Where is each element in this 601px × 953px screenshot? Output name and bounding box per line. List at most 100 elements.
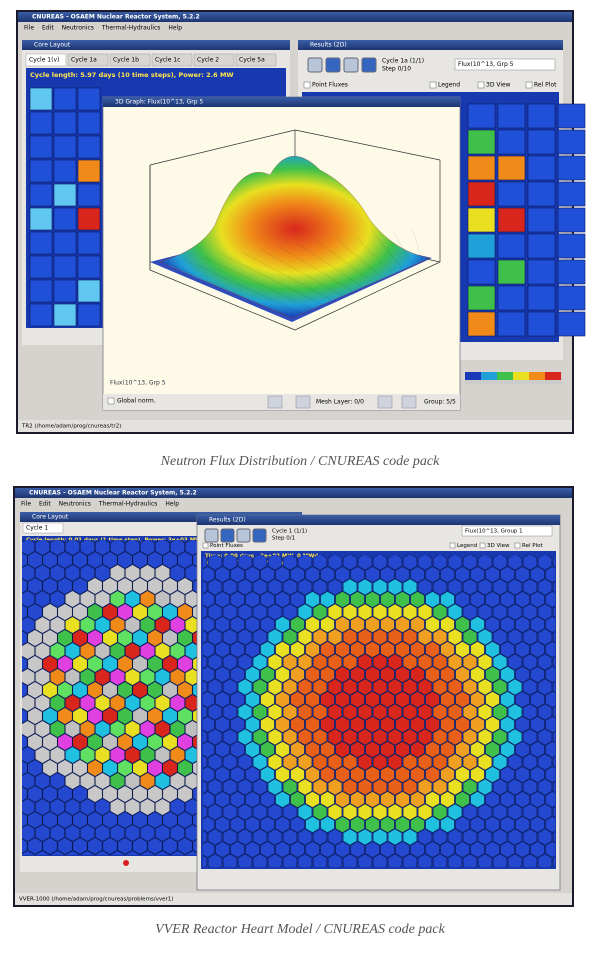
flux-cell (462, 778, 478, 796)
nav-button[interactable] (401, 395, 417, 409)
flux-cell (252, 603, 268, 621)
flux-cell (447, 603, 463, 621)
checkbox[interactable] (429, 81, 437, 89)
fuel-assembly (57, 577, 73, 595)
fuel-assembly (72, 707, 88, 725)
menu-item[interactable]: Edit (42, 25, 54, 32)
tab-label: Cycle 2 (197, 57, 219, 64)
menu-item[interactable]: File (24, 25, 34, 32)
tab[interactable] (193, 53, 235, 67)
fuel-assembly (132, 551, 148, 569)
fuel-assembly (117, 707, 133, 725)
flux-cell (203, 666, 215, 683)
nav-button[interactable] (295, 395, 311, 409)
flux-cell (365, 666, 380, 683)
tab[interactable] (22, 522, 64, 534)
flux-cell (507, 728, 523, 746)
fuel-assembly (87, 629, 103, 647)
tab[interactable] (67, 53, 109, 67)
flux-cell (477, 653, 493, 671)
fuel-assembly (120, 540, 130, 543)
flux-cell (402, 628, 418, 646)
flux-cell (500, 841, 515, 858)
checkbox[interactable] (514, 542, 521, 549)
fuel-assembly (80, 746, 95, 764)
flux-cell (305, 716, 320, 733)
flux-cell (477, 753, 493, 771)
flux-cell (297, 828, 313, 846)
nav-button[interactable] (325, 57, 341, 73)
flux-cell (290, 666, 305, 683)
tab[interactable] (109, 53, 151, 67)
menu-item[interactable]: Edit (39, 501, 51, 508)
tab[interactable] (25, 53, 67, 67)
menu-item[interactable]: Help (168, 25, 182, 32)
nav-button[interactable] (220, 528, 235, 543)
nav-button[interactable] (252, 528, 267, 543)
flux-cell (432, 753, 448, 771)
checkbox[interactable] (477, 81, 485, 89)
result-cell (527, 311, 556, 337)
surface-mesh (221, 254, 323, 305)
fuel-assembly (22, 720, 35, 738)
flux-cell (335, 591, 350, 608)
flux-cell (203, 705, 208, 719)
fuel-assembly (177, 681, 193, 699)
flux-cell (305, 741, 320, 758)
checkbox[interactable] (449, 542, 456, 549)
menu-item[interactable]: Neutronics (62, 25, 94, 32)
checkbox[interactable] (479, 542, 486, 549)
flux-cell (485, 616, 500, 633)
flux-cell (297, 603, 313, 621)
flux-cell (230, 666, 245, 683)
fuel-assembly (20, 929, 34, 946)
menu-item[interactable]: Neutronics (59, 501, 91, 508)
flux-cell (312, 778, 328, 796)
result-cell (497, 129, 526, 155)
panel-footer (201, 869, 556, 881)
fuel-assembly (80, 590, 95, 608)
nav-button[interactable] (267, 395, 283, 409)
status-text: VVER-1000 (/home/adam/prog/cnureas/probl… (19, 897, 173, 903)
fuel-assembly (35, 642, 50, 660)
flux-cell (327, 803, 343, 821)
tab[interactable] (151, 53, 193, 67)
checkbox[interactable] (525, 81, 533, 89)
nav-button[interactable] (361, 57, 377, 73)
nav-button[interactable] (343, 57, 359, 73)
checkbox[interactable] (202, 542, 209, 549)
flux-cell (203, 805, 208, 819)
flux-cell (545, 591, 555, 608)
nav-button[interactable] (307, 57, 323, 73)
colorbar-step (465, 372, 481, 380)
checkbox[interactable] (303, 81, 311, 89)
tab-label: Cycle 1(v) (29, 57, 59, 64)
surface-mesh (164, 261, 293, 319)
fuel-assembly (50, 850, 65, 855)
fuel-assembly (0, 773, 5, 790)
group-select[interactable] (461, 525, 553, 537)
fuel-assembly (155, 798, 170, 816)
checkbox[interactable] (107, 397, 115, 405)
menu-item[interactable]: Help (165, 501, 179, 508)
nav-button[interactable] (377, 395, 393, 409)
tab[interactable] (235, 53, 277, 67)
fuel-assembly (0, 591, 5, 608)
flux-cell (203, 741, 215, 758)
flux-cell (365, 591, 380, 608)
fuel-assembly (105, 540, 115, 543)
nav-button[interactable] (204, 528, 219, 543)
group-select[interactable] (454, 58, 556, 71)
menu-item[interactable]: Thermal-Hydraulics (101, 25, 160, 32)
flux-cell (485, 641, 500, 658)
nav-button[interactable] (236, 528, 251, 543)
flux-cell (282, 753, 298, 771)
flux-cell (267, 753, 283, 771)
menu-item[interactable]: File (21, 501, 31, 508)
fuel-assembly (177, 577, 193, 595)
flux-cell (492, 728, 508, 746)
flux-cell (230, 766, 245, 783)
flux-cell (275, 666, 290, 683)
menu-item[interactable]: Thermal-Hydraulics (98, 501, 157, 508)
fuel-assembly (80, 642, 95, 660)
